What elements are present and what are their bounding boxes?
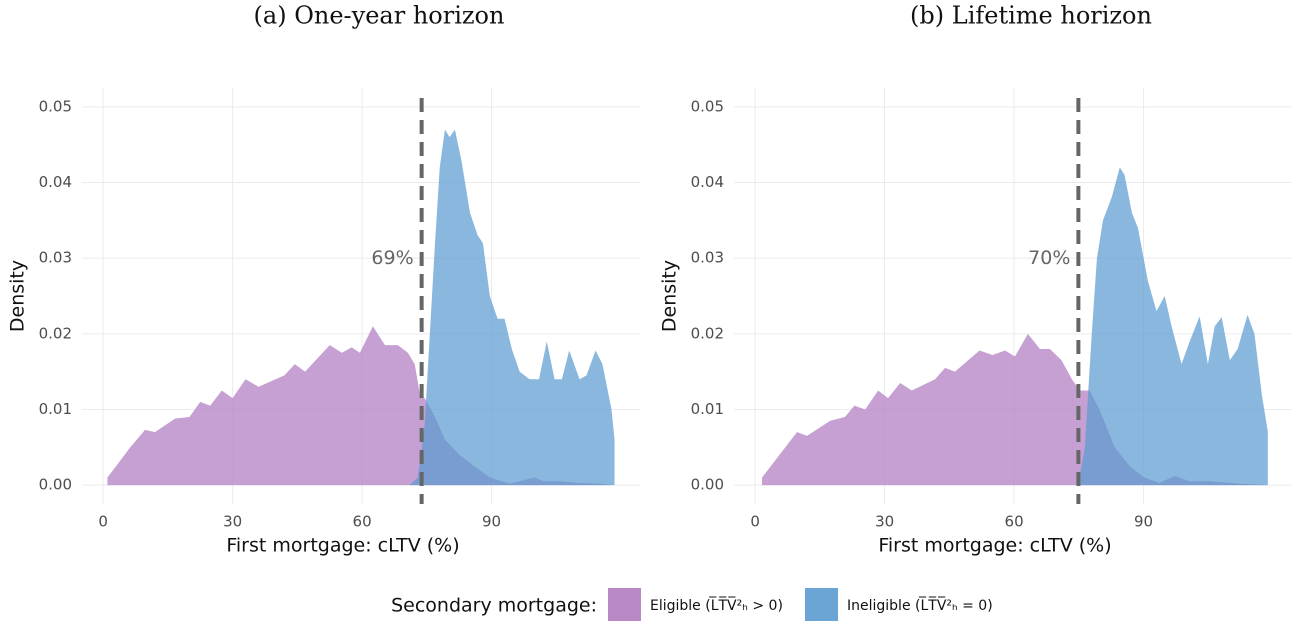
x-tick-label: 30 bbox=[223, 513, 242, 531]
y-tick-label: 0.01 bbox=[39, 400, 72, 418]
x-axis-title: First mortgage: cLTV (%) bbox=[226, 535, 459, 557]
y-tick-label: 0.03 bbox=[39, 249, 72, 267]
y-tick-label: 0.04 bbox=[39, 173, 72, 191]
y-tick-label: 0.04 bbox=[691, 173, 724, 191]
density-area bbox=[1077, 167, 1268, 486]
legend-title: Secondary mortgage: bbox=[391, 595, 597, 617]
x-tick-label: 90 bbox=[482, 513, 501, 531]
density-area bbox=[762, 333, 1268, 486]
x-tick-label: 60 bbox=[353, 513, 372, 531]
x-tick-label: 90 bbox=[1134, 513, 1153, 531]
y-axis-title: Density bbox=[659, 260, 681, 332]
y-tick-label: 0.01 bbox=[691, 400, 724, 418]
panel-title: (a) One-year horizon bbox=[254, 2, 505, 30]
panel-title: (b) Lifetime horizon bbox=[910, 2, 1152, 30]
threshold-label: 70% bbox=[1028, 247, 1070, 269]
threshold-label: 69% bbox=[371, 247, 413, 269]
x-tick-label: 0 bbox=[98, 513, 108, 531]
x-tick-label: 0 bbox=[750, 513, 760, 531]
y-tick-label: 0.05 bbox=[39, 97, 72, 115]
y-axis-title: Density bbox=[7, 260, 29, 332]
legend-swatch bbox=[805, 588, 838, 621]
y-tick-label: 0.03 bbox=[691, 249, 724, 267]
legend-label: Ineligible (L̅T̅V̅²ₕ = 0) bbox=[847, 596, 993, 614]
legend-label: Eligible (L̅T̅V̅²ₕ > 0) bbox=[650, 596, 783, 614]
density-area bbox=[409, 129, 615, 486]
y-tick-label: 0.02 bbox=[39, 324, 72, 342]
x-axis-title: First mortgage: cLTV (%) bbox=[878, 535, 1111, 557]
x-tick-label: 60 bbox=[1005, 513, 1024, 531]
y-tick-label: 0.02 bbox=[691, 324, 724, 342]
y-tick-label: 0.00 bbox=[691, 476, 724, 494]
y-tick-label: 0.05 bbox=[691, 97, 724, 115]
x-tick-label: 30 bbox=[875, 513, 894, 531]
density-area bbox=[107, 326, 613, 486]
y-tick-label: 0.00 bbox=[39, 476, 72, 494]
legend-swatch bbox=[608, 588, 641, 621]
